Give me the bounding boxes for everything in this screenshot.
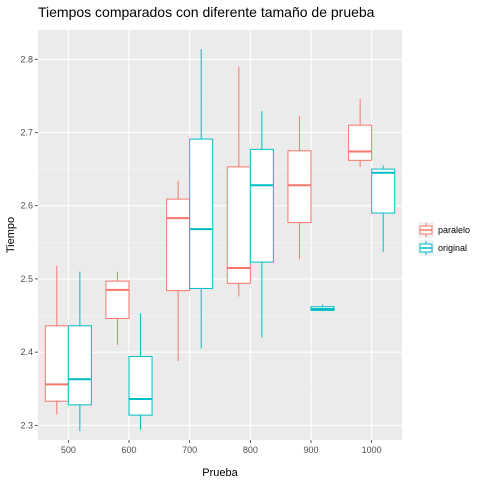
x-tick-label: 800 (243, 445, 258, 455)
x-tick-label: 1000 (362, 445, 382, 455)
legend-label: paralelo (438, 225, 470, 235)
y-axis-ticks: 2.3 2.4 2.5 2.6 2.7 2.8 (20, 54, 38, 430)
box-body (167, 199, 190, 291)
y-tick-label: 2.8 (20, 54, 33, 64)
legend-item-original: original (418, 240, 467, 256)
y-tick-label: 2.3 (20, 420, 33, 430)
box-body (190, 139, 213, 288)
chart-title: Tiempos comparados con diferente tamaño … (38, 4, 375, 20)
x-axis-ticks: 500 600 700 800 900 1000 (61, 440, 382, 455)
box-body (106, 281, 129, 318)
x-axis-title: Prueba (202, 467, 238, 479)
x-tick-label: 700 (182, 445, 197, 455)
box-body (227, 167, 250, 283)
box-body (250, 149, 273, 262)
legend-label: original (438, 243, 467, 253)
box-body (349, 125, 372, 160)
y-tick-label: 2.6 (20, 201, 33, 211)
y-tick-label: 2.4 (20, 347, 33, 357)
box-body (45, 326, 68, 401)
y-axis-title: Tiempo (5, 217, 17, 253)
box-body (129, 357, 152, 416)
plot-panel (38, 30, 402, 440)
y-tick-label: 2.5 (20, 274, 33, 284)
legend-item-paralelo: paralelo (418, 222, 470, 238)
box-body (288, 151, 311, 223)
legend: paralelo original (418, 222, 470, 256)
x-tick-label: 900 (303, 445, 318, 455)
y-tick-label: 2.7 (20, 128, 33, 138)
x-tick-label: 500 (61, 445, 76, 455)
box-body (372, 169, 395, 213)
x-tick-label: 600 (121, 445, 136, 455)
box-body (68, 326, 91, 405)
